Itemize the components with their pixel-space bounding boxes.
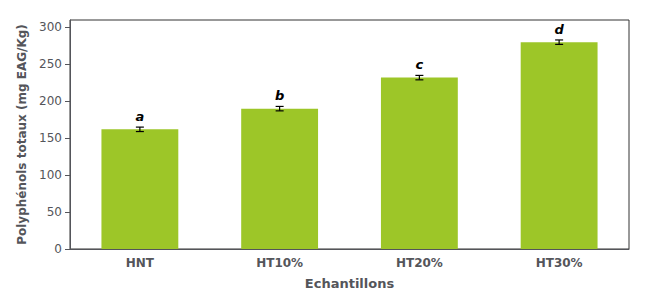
svg-text:150: 150	[39, 131, 62, 145]
svg-text:b: b	[275, 88, 284, 103]
svg-text:Echantillons: Echantillons	[305, 276, 395, 291]
svg-text:c: c	[416, 57, 424, 72]
svg-text:HT30%: HT30%	[536, 256, 583, 270]
svg-text:200: 200	[39, 94, 62, 108]
svg-text:100: 100	[39, 168, 62, 182]
svg-text:HT20%: HT20%	[396, 256, 443, 270]
svg-text:0: 0	[54, 242, 62, 256]
svg-text:HNT: HNT	[126, 256, 155, 270]
svg-text:a: a	[135, 109, 144, 124]
svg-text:300: 300	[39, 20, 62, 34]
svg-text:HT10%: HT10%	[256, 256, 303, 270]
svg-text:d: d	[554, 22, 564, 37]
svg-text:Polyphénols totaux (mg EAG/Kg): Polyphénols totaux (mg EAG/Kg)	[15, 24, 29, 245]
svg-text:50: 50	[47, 205, 62, 219]
svg-text:250: 250	[39, 57, 62, 71]
